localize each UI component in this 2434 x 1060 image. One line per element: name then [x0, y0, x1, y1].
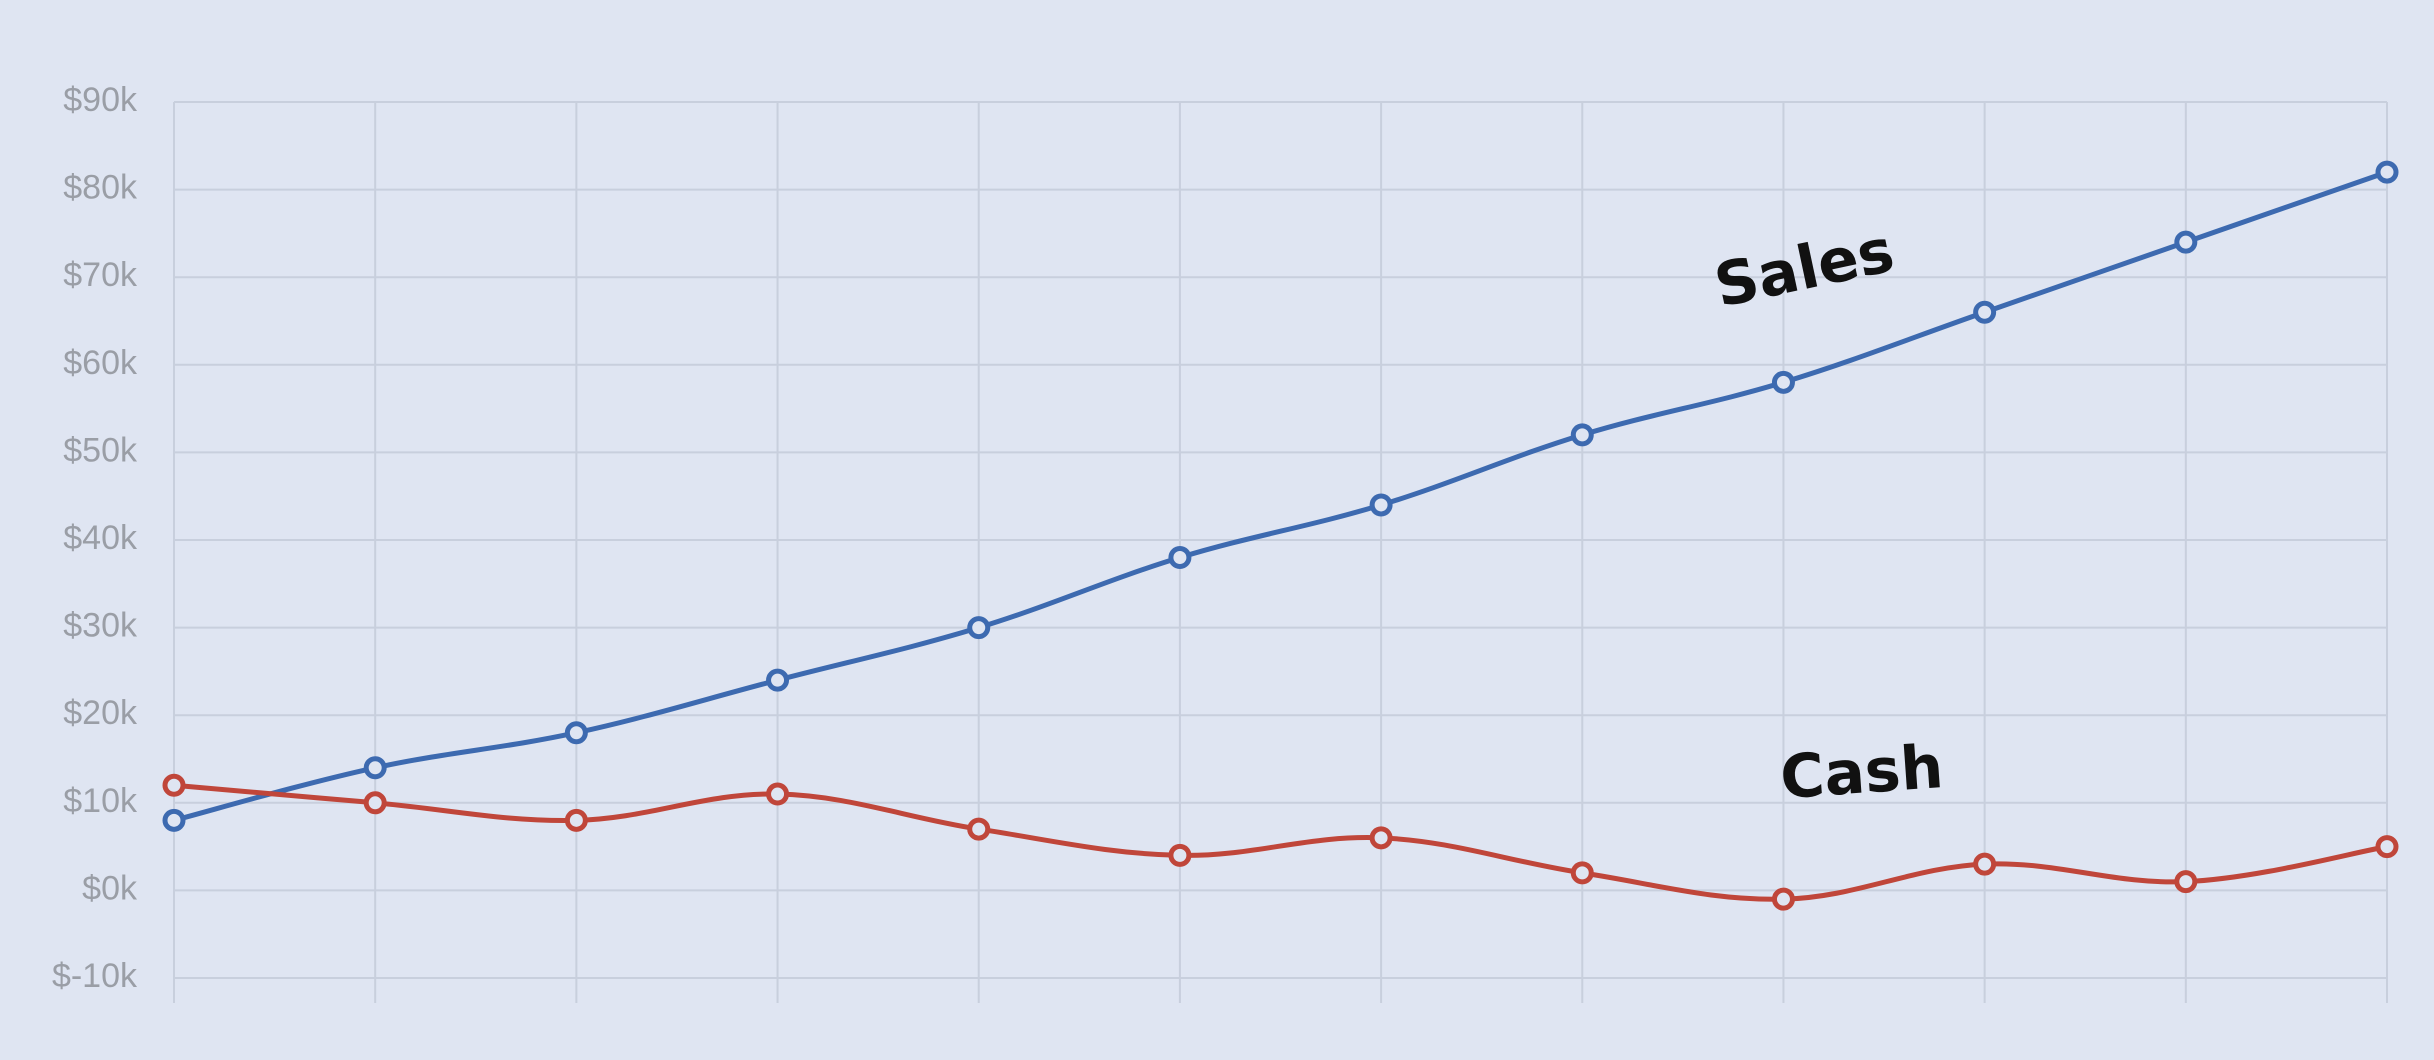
- data-point: [162, 773, 186, 797]
- data-point: [1168, 546, 1192, 570]
- y-tick-label: $0k: [82, 869, 138, 907]
- data-point: [363, 791, 387, 815]
- y-tick-label: $90k: [63, 81, 138, 119]
- series-label: Cash: [1778, 732, 1945, 813]
- y-tick-label: $50k: [63, 431, 138, 469]
- y-tick-label: $30k: [63, 607, 138, 645]
- data-point: [1168, 843, 1192, 867]
- data-point: [2375, 160, 2399, 184]
- data-point: [1369, 826, 1393, 850]
- data-point: [1570, 861, 1594, 885]
- data-point: [1570, 423, 1594, 447]
- data-point: [1771, 887, 1795, 911]
- data-point: [162, 808, 186, 832]
- y-tick-label: $80k: [63, 169, 138, 207]
- data-point: [2174, 230, 2198, 254]
- data-point: [363, 756, 387, 780]
- data-point: [1369, 493, 1393, 517]
- data-point: [2375, 835, 2399, 859]
- y-tick-label: $60k: [63, 344, 138, 382]
- data-point: [2174, 870, 2198, 894]
- y-tick-label: $20k: [63, 694, 138, 732]
- series-line: [173, 169, 2388, 823]
- data-point: [967, 817, 991, 841]
- y-tick-label: $10k: [63, 782, 138, 820]
- data-point: [1973, 300, 1997, 324]
- data-point: [564, 808, 588, 832]
- data-point: [1771, 370, 1795, 394]
- data-point: [766, 668, 790, 692]
- data-point: [564, 721, 588, 745]
- data-point: [1973, 852, 1997, 876]
- y-tick-label: $70k: [63, 256, 138, 294]
- y-tick-label: $40k: [63, 519, 138, 557]
- data-point: [967, 616, 991, 640]
- series-line: [173, 782, 2388, 902]
- data-point: [766, 782, 790, 806]
- y-tick-label: $-10k: [52, 957, 138, 995]
